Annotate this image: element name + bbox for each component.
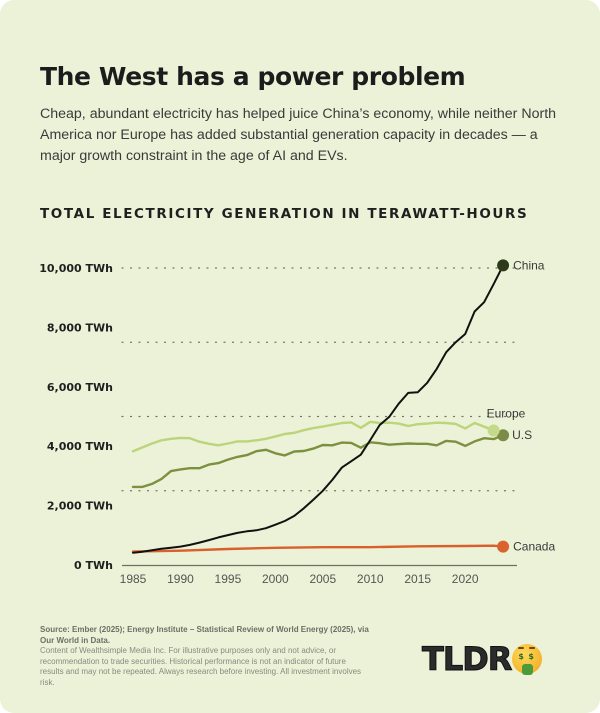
source-line: Source: Ember (2025); Energy Institute –… — [40, 625, 369, 645]
disclaimer: Content of Wealthsimple Media Inc. For i… — [40, 646, 362, 687]
series-marker-us — [497, 429, 510, 442]
page-title: The West has a power problem — [40, 62, 466, 91]
x-tick-label: 1990 — [167, 572, 194, 586]
line-chart: 0 TWh 2,000 TWh 4,000 TWh 6,000 TWh 8,000 TW… — [39, 258, 556, 586]
logo-text: TLDR — [421, 640, 512, 679]
series-line-china — [132, 264, 505, 554]
x-tick-label: 2010 — [357, 572, 384, 586]
gridlines — [121, 267, 518, 492]
chart-title: TOTAL ELECTRICITY GENERATION IN TERAWATT… — [40, 206, 529, 222]
money-mouth-face-icon: $ $ — [512, 644, 543, 675]
x-tick-label: 2000 — [262, 572, 289, 586]
series-label-china: China — [513, 258, 545, 272]
series-lines — [131, 264, 505, 554]
y-tick-label: 0 TWh — [74, 559, 113, 572]
y-tick-label: 2,000 TWh — [47, 500, 113, 513]
series-marker-europe — [487, 424, 500, 437]
series-label-us: U.S — [512, 428, 532, 442]
y-tick-label: 8,000 TWh — [47, 321, 113, 334]
y-tick-label: 10,000 TWh — [39, 262, 113, 275]
series-end-markers: Canada U.S Europe China — [487, 258, 556, 553]
x-axis-ticks: 1985 1990 1995 2000 2005 2010 2015 2020 — [120, 572, 479, 586]
x-tick-label: 2005 — [309, 572, 336, 586]
y-tick-label: 6,000 TWh — [47, 381, 113, 394]
x-tick-label: 2020 — [452, 572, 479, 586]
series-line-us — [131, 434, 505, 489]
series-marker-china — [497, 259, 510, 272]
x-tick-label: 1985 — [120, 572, 147, 586]
x-tick-label: 1995 — [215, 572, 242, 586]
page-subtitle: Cheap, abundant electricity has helped j… — [40, 106, 557, 164]
y-axis-ticks: 0 TWh 2,000 TWh 4,000 TWh 6,000 TWh 8,000 TW… — [39, 262, 113, 572]
series-marker-canada — [497, 540, 510, 553]
source-notes: Source: Ember (2025); Energy Institute –… — [40, 625, 370, 688]
tldr-logo: TLDR $ $ — [421, 640, 543, 679]
series-label-europe: Europe — [487, 406, 526, 420]
series-line-canada — [131, 544, 505, 553]
x-tick-label: 2015 — [404, 572, 431, 586]
series-label-canada: Canada — [513, 540, 555, 554]
y-tick-label: 4,000 TWh — [47, 440, 113, 453]
series-line-europe — [131, 420, 495, 453]
